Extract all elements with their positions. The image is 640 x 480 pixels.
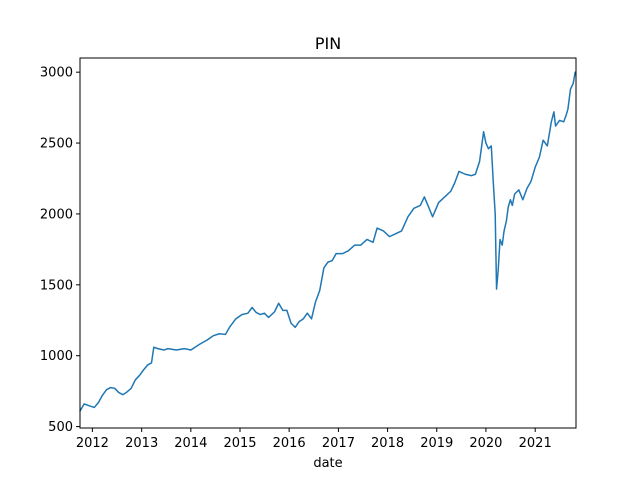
plot-background <box>80 58 576 428</box>
y-tick-label-500: 500 <box>48 420 73 435</box>
y-axis: 500 1000 1500 2000 2500 3000 <box>40 66 80 435</box>
series-layer <box>79 71 576 412</box>
x-tick-label-2021: 2021 <box>519 436 552 451</box>
x-tick-label-2015: 2015 <box>223 436 256 451</box>
x-tick-label-2018: 2018 <box>371 436 404 451</box>
plot-area <box>79 57 577 429</box>
y-tick-label-2000: 2000 <box>40 207 73 222</box>
y-tick-label-1500: 1500 <box>40 278 73 293</box>
plot-frame <box>79 57 577 429</box>
x-axis-label: date <box>313 456 342 471</box>
series-line-1 <box>79 71 576 412</box>
x-tick-label-2020: 2020 <box>469 436 502 451</box>
x-tick-label-2014: 2014 <box>174 436 207 451</box>
x-tick-label-2012: 2012 <box>76 436 109 451</box>
y-tick-label-1000: 1000 <box>40 349 73 364</box>
x-axis: 2012 2013 2014 2015 2016 2017 2018 2019 2020 2021 <box>76 428 552 451</box>
x-tick-label-2019: 2019 <box>420 436 453 451</box>
y-tick-label-3000: 3000 <box>40 66 73 81</box>
x-tick-label-2017: 2017 <box>322 436 355 451</box>
x-tick-label-2016: 2016 <box>273 436 306 451</box>
x-tick-label-2013: 2013 <box>125 436 158 451</box>
y-tick-label-2500: 2500 <box>40 137 73 152</box>
chart-title: PIN <box>315 34 341 53</box>
